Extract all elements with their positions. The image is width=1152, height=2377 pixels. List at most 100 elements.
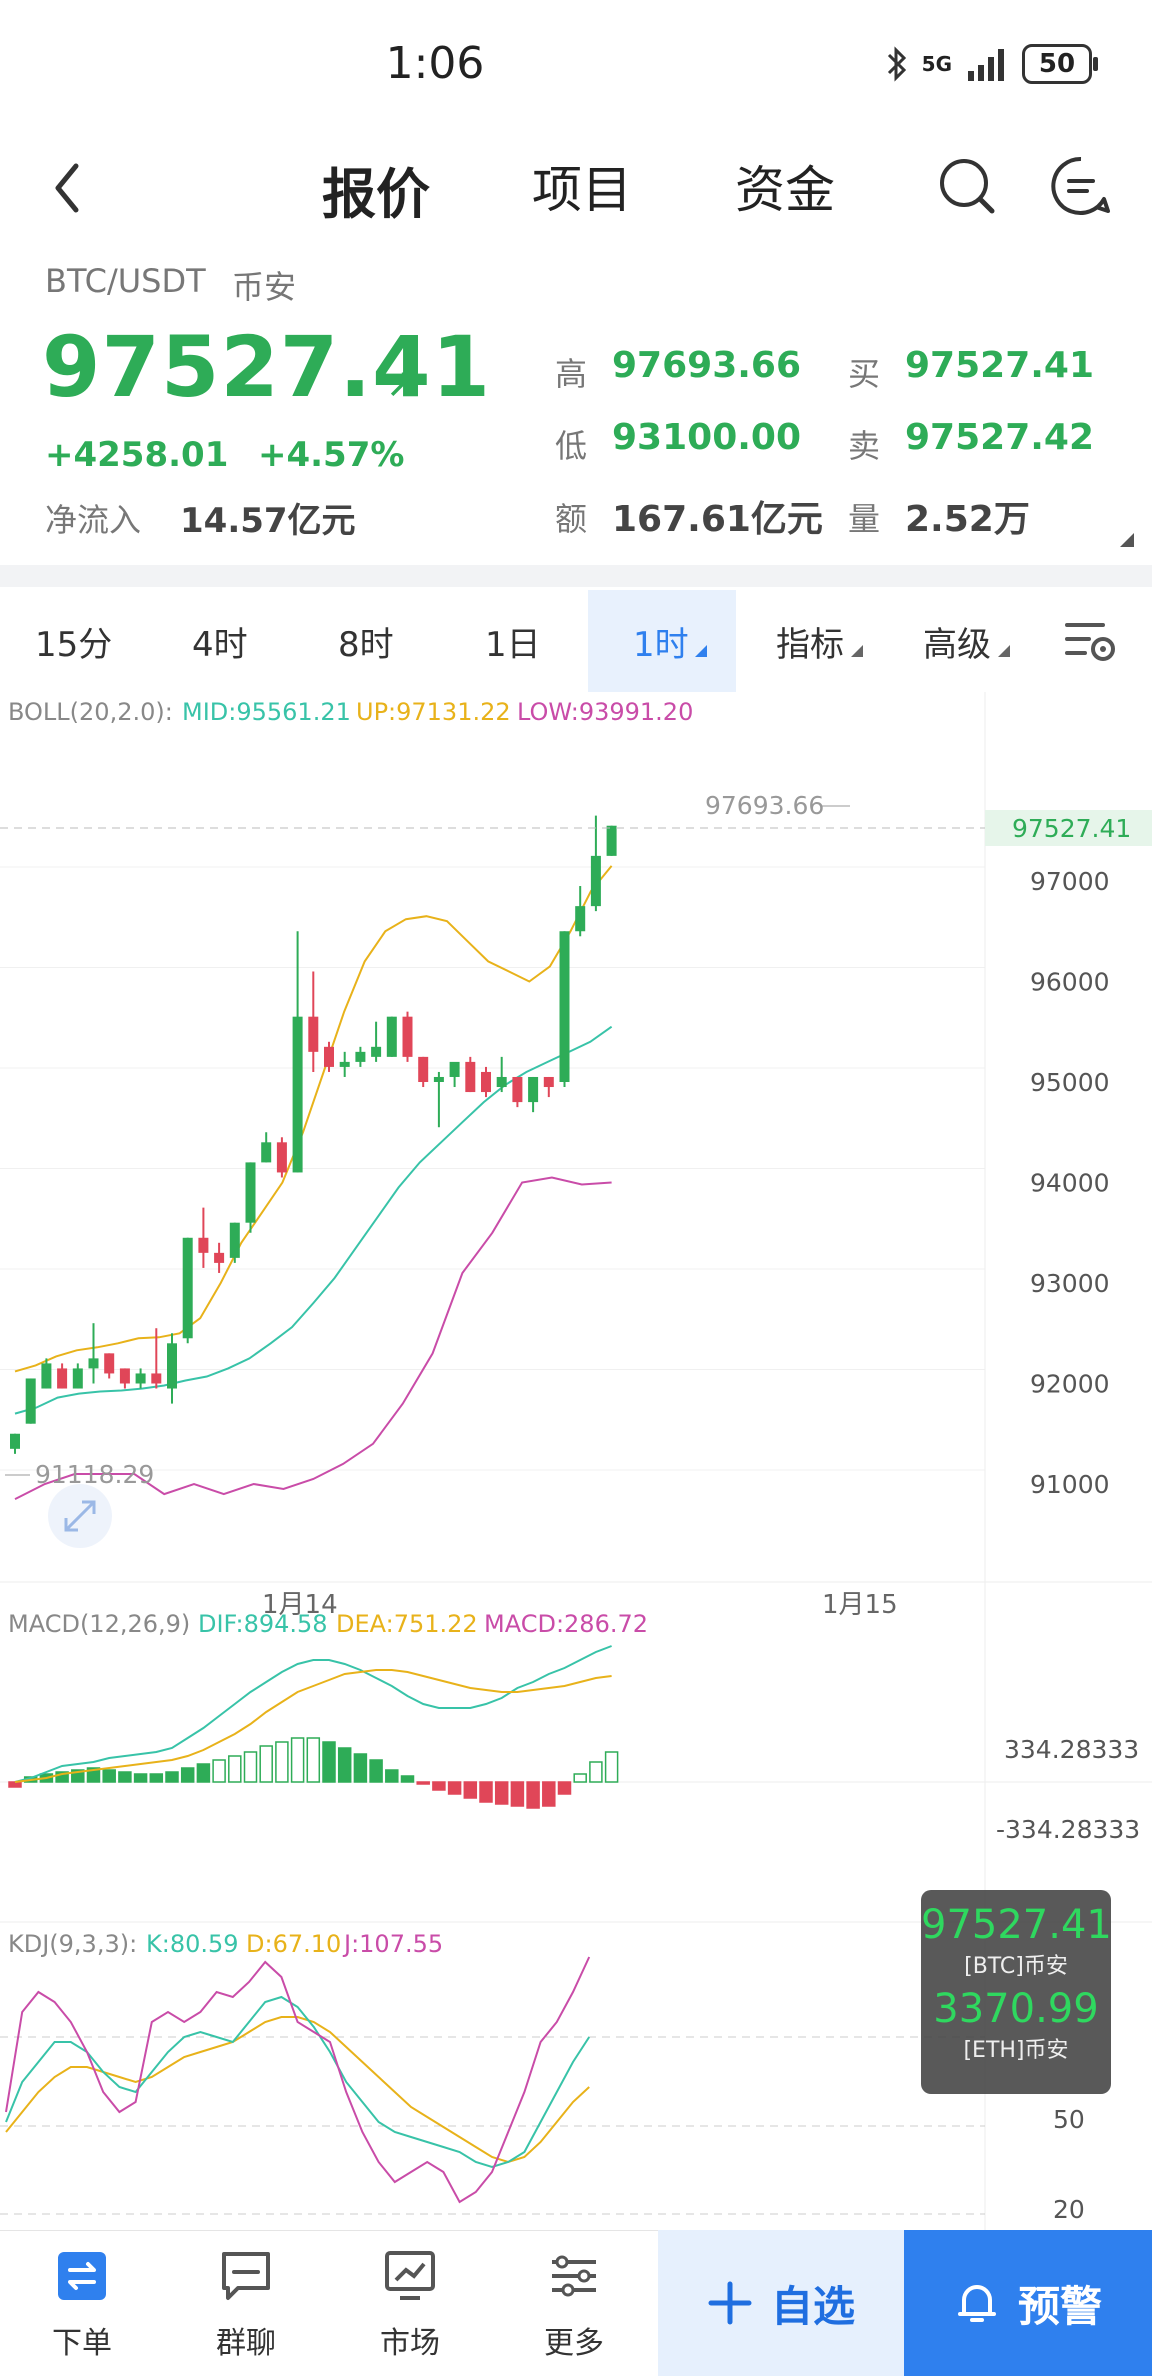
candle-body (496, 1076, 507, 1088)
market-button[interactable]: 市场 (350, 2250, 470, 2362)
macd-chart (8, 1645, 619, 1809)
bell-icon (957, 2285, 996, 2322)
interval-1d[interactable]: 1日 (485, 625, 541, 665)
kdj-tick-50: 50 (1053, 2105, 1085, 2134)
macd-bar (573, 1773, 587, 1783)
chart-settings-icon[interactable] (1063, 617, 1119, 665)
high-label: 高 (555, 355, 588, 393)
volume-label: 量 (848, 500, 881, 538)
float-btc-price: 97527.41 (921, 1902, 1112, 1948)
price-change: +4258.01 (45, 435, 229, 475)
ticker-float-card[interactable]: 97527.41 [BTC]币安 3370.99 [ETH]币安 (921, 1890, 1112, 2094)
price-alert-button[interactable]: 预警 (904, 2230, 1152, 2376)
chat-icon[interactable] (1050, 155, 1112, 217)
interval-4h[interactable]: 4时 (192, 625, 248, 665)
candle-body (41, 1363, 52, 1389)
macd-scale-neg: -334.28333 (996, 1815, 1140, 1844)
kdj-k-line (5, 1995, 591, 2169)
boll-low-line (14, 1176, 612, 1500)
macd-bar (306, 1737, 321, 1783)
macd-macd-legend: MACD:286.72 (484, 1610, 648, 1638)
netflow-label: 净流入 (45, 501, 142, 539)
add-watchlist-button[interactable]: 自选 (658, 2230, 904, 2376)
tab-quote[interactable]: 报价 (322, 163, 430, 226)
candle-body (433, 1076, 444, 1082)
macd-dea-line (14, 1669, 612, 1783)
interval-15m[interactable]: 15分 (35, 625, 113, 665)
macd-bar (259, 1745, 273, 1783)
volume-value: 2.52万 (905, 499, 1030, 540)
netflow-value: 14.57亿元 (180, 501, 356, 541)
low-marker: 91118.29 (35, 1460, 154, 1489)
tab-project[interactable]: 项目 (532, 161, 632, 219)
candle-body (308, 1016, 319, 1052)
bid-value: 97527.41 (905, 345, 1095, 386)
group-chat-icon (222, 2252, 270, 2300)
macd-dif-line (14, 1645, 612, 1783)
macd-bar (385, 1769, 399, 1783)
boll-low-legend: LOW:93991.20 (517, 698, 693, 726)
alert-label: 预警 (1017, 2281, 1102, 2331)
float-eth-label: [ETH]币安 (963, 2038, 1069, 2063)
macd-bar (86, 1767, 101, 1783)
expand-corner-icon[interactable] (1120, 533, 1134, 547)
back-icon[interactable] (48, 160, 88, 216)
candle-body (402, 1016, 413, 1057)
candle-body (512, 1076, 523, 1103)
macd-bar (604, 1751, 619, 1783)
kdj-j-line (5, 1956, 591, 2204)
fullscreen-icon[interactable] (64, 1500, 96, 1532)
candle-body (104, 1353, 115, 1374)
macd-bar (463, 1781, 478, 1799)
candle-body (418, 1056, 429, 1082)
more-button[interactable]: 更多 (514, 2250, 634, 2362)
network-label: 5G (921, 52, 952, 76)
candle-body (292, 1016, 303, 1173)
chat-button[interactable]: 群聊 (186, 2250, 306, 2362)
candle-body (575, 906, 586, 932)
macd-bar (526, 1781, 540, 1809)
candle-body (465, 1061, 476, 1093)
macd-bar (290, 1737, 305, 1783)
macd-bar (369, 1759, 383, 1783)
dropdown-corner-icon (851, 645, 863, 657)
kdj-legend-label: KDJ(9,3,3): (8, 1930, 137, 1958)
price-axis: 97000 96000 95000 94000 93000 92000 91000 (1030, 867, 1110, 1499)
candle-body (261, 1142, 272, 1163)
macd-bar (447, 1781, 462, 1795)
boll-up-line (14, 865, 613, 1373)
tab-funds[interactable]: 资金 (735, 161, 835, 219)
macd-bar (55, 1771, 69, 1783)
macd-bar (337, 1747, 352, 1783)
candle-body (559, 931, 570, 1082)
macd-legend-label: MACD(12,26,9) (8, 1610, 190, 1638)
candle-body (229, 1222, 240, 1258)
candle-body (57, 1368, 68, 1389)
more-icon (552, 2255, 596, 2297)
interval-8h[interactable]: 8时 (338, 625, 394, 665)
date-label-1: 1月15 (822, 1590, 898, 1620)
candle-body (481, 1071, 491, 1093)
search-icon[interactable] (936, 155, 998, 217)
interval-1h[interactable]: 1时 (633, 625, 689, 665)
indicators-menu[interactable]: 指标 (776, 625, 844, 665)
price-axis-tick: 97000 (1030, 867, 1110, 896)
macd-bar (243, 1751, 258, 1783)
candle-body (182, 1237, 193, 1339)
macd-bar (8, 1781, 22, 1788)
ask-label: 卖 (848, 427, 881, 465)
macd-bar (322, 1741, 336, 1783)
candle-body (355, 1051, 366, 1062)
candle-body (339, 1061, 350, 1067)
candles (10, 815, 617, 1454)
order-button[interactable]: 下单 (22, 2250, 142, 2362)
float-eth-price: 3370.99 (933, 1986, 1099, 2032)
advanced-menu[interactable]: 高级 (923, 625, 991, 665)
macd-bar (416, 1781, 430, 1785)
price-chart[interactable]: BOLL(20,2.0): MID:95561.21 UP:97131.22 L… (0, 692, 1152, 2230)
candle-body (543, 1076, 554, 1088)
candle-body (324, 1046, 334, 1067)
boll-mid-legend: MID:95561.21 (182, 698, 351, 726)
macd-bar (494, 1781, 509, 1805)
battery-indicator: 50 (1022, 44, 1098, 84)
